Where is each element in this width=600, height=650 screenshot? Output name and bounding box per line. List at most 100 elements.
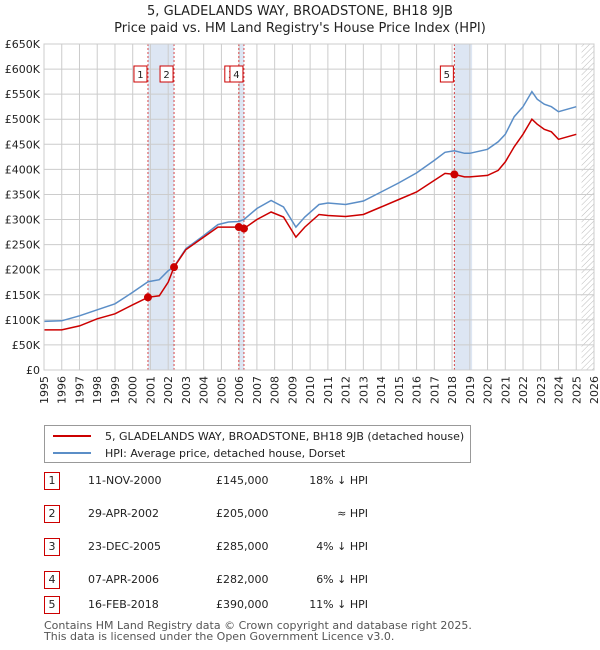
- x-tick-label: 2026: [588, 376, 600, 404]
- y-tick-label: £650K: [5, 38, 41, 51]
- x-tick-label: 2023: [535, 376, 548, 404]
- y-tick-label: £600K: [5, 63, 41, 76]
- x-tick-label: 2014: [375, 376, 388, 404]
- x-tick-label: 2008: [269, 376, 282, 404]
- x-tick-label: 2013: [357, 376, 370, 404]
- x-tick-label: 2007: [251, 376, 264, 404]
- legend-swatch-property: [53, 435, 91, 437]
- y-tick-label: £0: [26, 364, 40, 377]
- x-tick-label: 2017: [428, 376, 441, 404]
- x-tick-label: 2011: [322, 376, 335, 404]
- x-tick-label: 2001: [144, 376, 157, 404]
- x-tick-label: 1997: [73, 376, 86, 404]
- sale-number-badge: 5: [44, 596, 60, 614]
- x-tick-label: 1998: [91, 376, 104, 404]
- sale-date: 29-APR-2002: [88, 507, 160, 520]
- x-tick-label: 2006: [233, 376, 246, 404]
- table-row: 3 23-DEC-2005 £285,000 4% ↓ HPI: [44, 538, 424, 556]
- sale-date: 11-NOV-2000: [88, 474, 162, 487]
- x-tick-label: 2005: [215, 376, 228, 404]
- footer-license: This data is licensed under the Open Gov…: [44, 630, 395, 643]
- y-tick-label: £200K: [5, 264, 41, 277]
- sale-number-badge: 2: [44, 505, 60, 523]
- x-tick-label: 2000: [127, 376, 140, 404]
- x-tick-label: 2022: [517, 376, 530, 404]
- x-tick-label: 2019: [464, 376, 477, 404]
- sale-label-box: [229, 65, 244, 83]
- x-tick-label: 2003: [180, 376, 193, 404]
- sale-price: £205,000: [216, 507, 269, 520]
- x-tick-label: 2025: [570, 376, 583, 404]
- price-chart: 12345£0£50K£100K£150K£200K£250K£300K£350…: [5, 38, 600, 404]
- x-tick-label: 2024: [553, 376, 566, 404]
- footer-notice: Contains HM Land Registry data © Crown c…: [44, 620, 472, 642]
- sale-number-badge: 3: [44, 538, 60, 556]
- sale-date: 07-APR-2006: [88, 573, 160, 586]
- legend-label-hpi: HPI: Average price, detached house, Dors…: [105, 446, 346, 460]
- x-tick-label: 2018: [446, 376, 459, 404]
- y-tick-label: £400K: [5, 163, 41, 176]
- sale-point: [170, 263, 179, 272]
- sale-number-badge: 4: [44, 571, 60, 589]
- table-row: 4 07-APR-2006 £282,000 6% ↓ HPI: [44, 571, 424, 589]
- sale-price: £390,000: [216, 598, 269, 611]
- x-tick-label: 1995: [38, 376, 51, 404]
- sale-price: £282,000: [216, 573, 269, 586]
- x-tick-label: 2009: [286, 376, 299, 404]
- y-tick-label: £450K: [5, 138, 41, 151]
- chart-legend: 5, GLADELANDS WAY, BROADSTONE, BH18 9JB …: [44, 425, 471, 463]
- sale-label-number: 2: [163, 70, 169, 81]
- sale-point: [450, 170, 459, 179]
- y-tick-label: £300K: [5, 214, 41, 227]
- legend-item-hpi: HPI: Average price, detached house, Dors…: [53, 445, 345, 461]
- sale-label-number: 1: [137, 70, 143, 81]
- sale-label-box: [439, 65, 454, 83]
- y-tick-label: £250K: [5, 239, 41, 252]
- x-tick-label: 2004: [198, 376, 211, 404]
- legend-swatch-hpi: [53, 452, 91, 454]
- table-row: 5 16-FEB-2018 £390,000 11% ↓ HPI: [44, 596, 424, 614]
- y-tick-label: £100K: [5, 314, 41, 327]
- sale-label-number: 4: [233, 70, 239, 81]
- table-row: 2 29-APR-2002 £205,000 ≈ HPI: [44, 505, 424, 523]
- chart-title: 5, GLADELANDS WAY, BROADSTONE, BH18 9JB: [147, 4, 453, 19]
- sale-number-badge: 1: [44, 472, 60, 490]
- chart-subtitle: Price paid vs. HM Land Registry's House …: [114, 21, 486, 36]
- sale-hpi-relation: 18% ↓ HPI: [309, 474, 368, 487]
- plot-area: [44, 44, 594, 370]
- property-price-line: [44, 118, 577, 331]
- sale-date: 23-DEC-2005: [88, 540, 162, 553]
- sale-label-box: [133, 65, 148, 83]
- y-tick-label: £350K: [5, 188, 41, 201]
- sale-hpi-relation: 4% ↓ HPI: [316, 540, 368, 553]
- x-tick-label: 2021: [499, 376, 512, 404]
- sale-label-number: 5: [444, 70, 450, 81]
- sale-hpi-relation: ≈ HPI: [337, 507, 368, 520]
- sale-point: [143, 293, 152, 302]
- x-tick-label: 2016: [411, 376, 424, 404]
- x-tick-label: 2010: [304, 376, 317, 404]
- y-tick-label: £500K: [5, 113, 41, 126]
- x-tick-label: 1996: [56, 376, 69, 404]
- sale-hpi-relation: 11% ↓ HPI: [309, 598, 368, 611]
- x-tick-label: 2012: [340, 376, 353, 404]
- sale-hpi-relation: 6% ↓ HPI: [316, 573, 368, 586]
- hpi-line: [43, 90, 577, 323]
- sale-date: 16-FEB-2018: [88, 598, 159, 611]
- sale-price: £145,000: [216, 474, 269, 487]
- footer-copyright: Contains HM Land Registry data © Crown c…: [44, 619, 472, 632]
- sale-label-box: [159, 65, 174, 83]
- table-row: 1 11-NOV-2000 £145,000 18% ↓ HPI: [44, 472, 424, 490]
- y-tick-label: £50K: [12, 339, 41, 352]
- sale-point: [239, 224, 248, 233]
- sale-period-band: [147, 44, 175, 370]
- x-tick-label: 1999: [109, 376, 122, 404]
- plot-border: [43, 43, 595, 371]
- x-tick-label: 2002: [162, 376, 175, 404]
- sale-price: £285,000: [216, 540, 269, 553]
- legend-label-property: 5, GLADELANDS WAY, BROADSTONE, BH18 9JB …: [105, 429, 465, 443]
- y-tick-label: £550K: [5, 88, 41, 101]
- future-hatch-area: [581, 44, 594, 370]
- legend-item-property: 5, GLADELANDS WAY, BROADSTONE, BH18 9JB …: [53, 428, 464, 444]
- y-tick-label: £150K: [5, 289, 41, 302]
